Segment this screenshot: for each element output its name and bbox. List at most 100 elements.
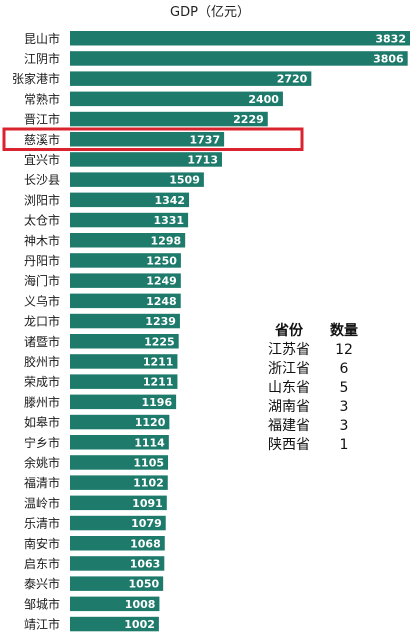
bar [70, 616, 159, 632]
category-label: 丹阳市 [24, 253, 60, 268]
bar [70, 152, 222, 167]
province-name: 江苏省 [268, 342, 310, 358]
category-label: 如皋市 [24, 415, 60, 430]
value-label: 1249 [146, 275, 177, 288]
value-label: 1298 [151, 234, 182, 247]
province-row: 江苏省 12 [258, 341, 368, 360]
bar [70, 536, 165, 551]
category-label: 江阴市 [24, 51, 60, 66]
category-label: 昆山市 [24, 31, 60, 46]
bar [70, 354, 178, 369]
province-row: 福建省 3 [258, 417, 368, 436]
category-label: 乐清市 [24, 516, 60, 531]
bar [70, 455, 169, 470]
province-count-table: 省份 数量 江苏省 12 浙江省 6 山东省 5 湖南省 3 福建省 3 陕西省 1 [258, 320, 368, 455]
category-label: 海门市 [24, 273, 60, 288]
value-label: 1509 [169, 174, 200, 187]
value-label: 1120 [135, 416, 166, 429]
value-label: 1248 [146, 295, 177, 308]
category-label: 荣成市 [24, 374, 60, 389]
value-label: 1737 [189, 133, 220, 146]
value-label: 1225 [144, 335, 175, 348]
bar [70, 91, 283, 107]
bar [70, 334, 179, 349]
value-label: 1211 [143, 355, 174, 368]
category-label: 龙口市 [24, 314, 60, 329]
province-count: 1 [339, 437, 349, 453]
province-header: 省份 [275, 323, 303, 339]
category-label: 诸暨市 [24, 334, 60, 349]
bar [70, 515, 166, 531]
value-label: 3806 [373, 52, 404, 65]
category-label: 常熟市 [24, 91, 60, 106]
highlight-box [2, 127, 304, 151]
bar [70, 495, 167, 511]
chart-title: GDP（亿元） [170, 5, 250, 20]
province-name: 湖南省 [268, 399, 310, 415]
bar [70, 172, 204, 187]
category-label: 南安市 [24, 536, 60, 551]
value-label: 2400 [248, 93, 279, 106]
bar [70, 394, 177, 410]
count-header: 数量 [330, 323, 358, 339]
value-label: 1114 [134, 436, 165, 449]
bar [70, 212, 189, 228]
category-label: 神木市 [24, 233, 60, 248]
category-label: 慈溪市 [24, 132, 60, 147]
province-name: 陕西省 [268, 437, 310, 453]
category-label: 福清市 [24, 475, 60, 490]
value-label: 3832 [375, 32, 406, 45]
category-label: 余姚市 [24, 455, 60, 470]
category-label: 宁乡市 [24, 435, 60, 450]
value-label: 1068 [130, 537, 161, 550]
bar [70, 293, 181, 309]
value-label: 1211 [143, 376, 174, 389]
category-label: 靖江市 [24, 617, 60, 632]
bar [70, 475, 168, 490]
value-label: 1105 [133, 456, 164, 469]
value-label: 1008 [125, 598, 156, 611]
province-table-header: 省份 数量 [258, 320, 368, 341]
bar [70, 596, 160, 612]
bar [70, 435, 169, 450]
category-label: 义乌市 [24, 293, 60, 308]
category-label: 宜兴市 [24, 152, 60, 167]
value-label: 1713 [187, 153, 218, 166]
category-label: 胶州市 [24, 354, 60, 369]
value-label: 2720 [277, 73, 308, 86]
value-label: 1091 [132, 497, 163, 510]
province-count: 6 [339, 361, 349, 377]
value-label: 1342 [154, 194, 185, 207]
bar [70, 51, 408, 66]
bar [70, 576, 164, 591]
category-label: 泰兴市 [24, 576, 60, 591]
province-count: 3 [339, 399, 349, 415]
value-label: 1196 [141, 396, 172, 409]
category-label: 浏阳市 [24, 192, 60, 207]
value-label: 1239 [145, 315, 176, 328]
value-label: 1102 [133, 477, 164, 490]
value-label: 1331 [153, 214, 184, 227]
province-count: 3 [339, 418, 349, 434]
province-row: 山东省 5 [258, 379, 368, 398]
province-name: 山东省 [268, 380, 310, 396]
province-row: 浙江省 6 [258, 360, 368, 379]
category-label: 张家港市 [12, 71, 60, 86]
province-name: 浙江省 [268, 361, 310, 377]
category-label: 温岭市 [24, 495, 60, 510]
value-label: 1079 [131, 517, 162, 530]
value-label: 2229 [233, 113, 264, 126]
bar [70, 313, 180, 329]
bar [70, 273, 181, 288]
bar [70, 132, 225, 147]
province-count: 5 [339, 380, 349, 396]
category-label: 滕州市 [24, 394, 60, 409]
province-row: 陕西省 1 [258, 436, 368, 455]
bar [70, 233, 186, 248]
bar [70, 374, 178, 389]
bar [70, 71, 312, 86]
province-row: 湖南省 3 [258, 398, 368, 417]
bar [70, 111, 268, 127]
bar [70, 414, 170, 430]
